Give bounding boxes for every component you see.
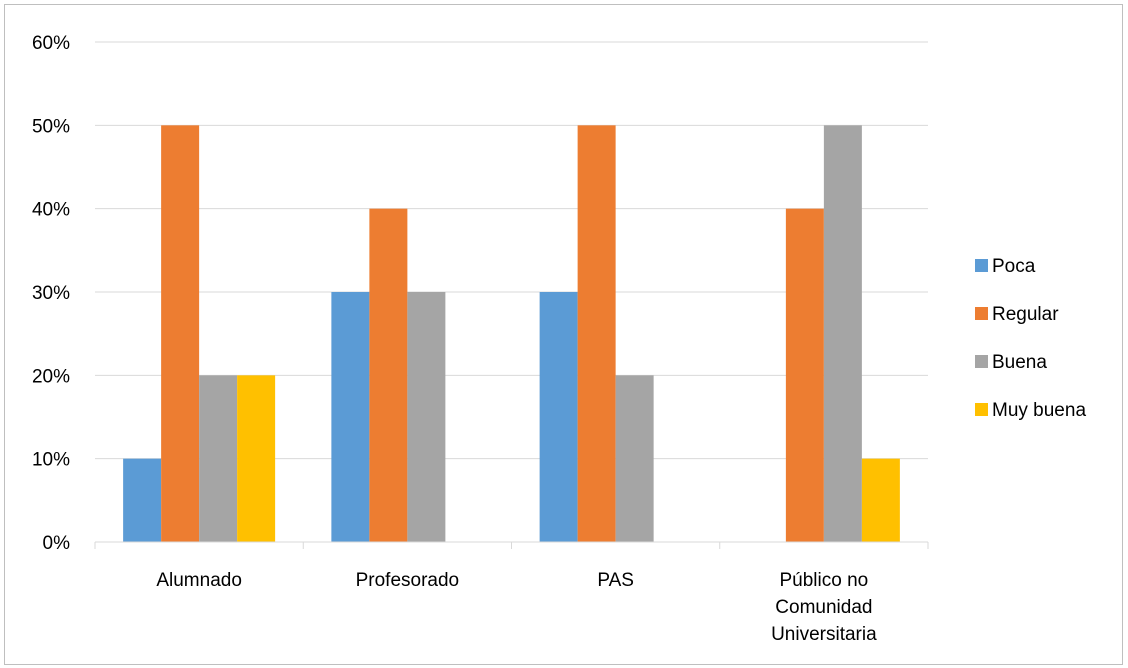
bar-muy-buena xyxy=(861,458,900,542)
y-tick-label: 50% xyxy=(32,116,70,137)
bar-buena xyxy=(407,292,446,542)
legend-swatch xyxy=(975,307,988,320)
x-category-label-line: PAS xyxy=(597,570,634,591)
x-category-label-line: Comunidad xyxy=(775,597,872,618)
bar-regular xyxy=(785,208,824,542)
x-category-label-line: Alumnado xyxy=(156,570,242,591)
x-category-label-line: Universitaria xyxy=(771,624,877,645)
legend-swatch xyxy=(975,259,988,272)
x-category-label: Público no Comunidad Universitaria xyxy=(771,570,877,645)
legend-swatch xyxy=(975,355,988,368)
y-tick-label: 20% xyxy=(32,366,70,387)
x-axis-category-labels: Alumnado Profesorado PAS Público no Comunida… xyxy=(156,570,877,645)
legend-label: Poca xyxy=(992,256,1036,277)
legend-label: Muy buena xyxy=(992,400,1086,421)
x-category-label: Alumnado xyxy=(156,570,242,591)
axes xyxy=(94,541,929,549)
y-tick-label: 40% xyxy=(32,200,70,221)
legend: Poca Regular Buena Muy buena xyxy=(975,256,1086,421)
y-tick-label: 30% xyxy=(32,283,70,304)
legend-label: Buena xyxy=(992,352,1047,373)
y-tick-label: 60% xyxy=(32,33,70,54)
y-tick-label: 10% xyxy=(32,450,70,471)
bar-poca xyxy=(331,292,370,542)
bar-regular xyxy=(369,208,408,542)
bar-muy-buena xyxy=(237,375,276,542)
x-category-label-line: Público no xyxy=(780,570,869,591)
bar-poca xyxy=(539,292,578,542)
y-tick-label: 0% xyxy=(43,533,71,554)
bar-poca xyxy=(123,458,162,542)
bar-regular xyxy=(577,125,616,542)
bar-series xyxy=(123,125,900,542)
bar-regular xyxy=(161,125,200,542)
bar-buena xyxy=(823,125,862,542)
legend-swatch xyxy=(975,403,988,416)
legend-label: Regular xyxy=(992,304,1059,325)
x-category-label: Profesorado xyxy=(356,570,460,591)
x-category-label: PAS xyxy=(597,570,634,591)
bar-buena xyxy=(615,375,654,542)
bar-buena xyxy=(199,375,238,542)
x-category-label-line: Profesorado xyxy=(356,570,460,591)
y-axis-tick-labels: 0% 10% 20% 30% 40% 50% 60% xyxy=(32,33,70,554)
